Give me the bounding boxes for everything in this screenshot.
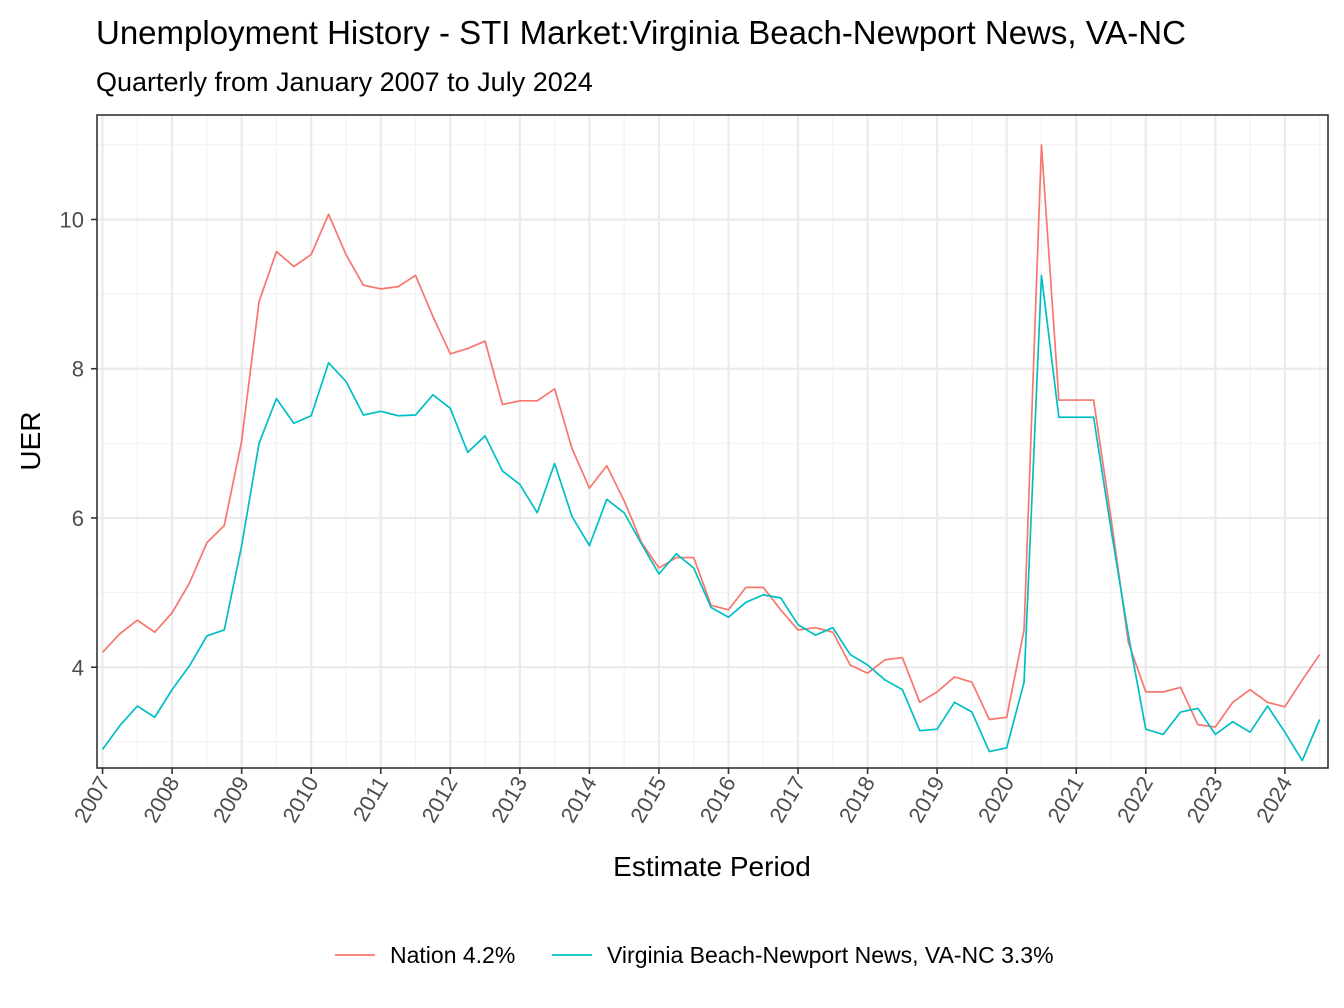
legend-label-virginia-beach: Virginia Beach-Newport News, VA-NC 3.3% (607, 942, 1054, 968)
x-tick-label: 2023 (1182, 772, 1228, 827)
x-axis: 2007 2008 2009 2010 2011 2012 2013 2014 2015 2016… (69, 768, 1297, 827)
x-tick-label: 2015 (625, 772, 671, 827)
x-tick-label: 2022 (1112, 772, 1158, 827)
series-line-nation (101, 144, 1321, 728)
x-tick-label: 2014 (556, 772, 602, 827)
x-tick-label: 2024 (1251, 772, 1297, 827)
x-tick-label: 2013 (486, 772, 532, 827)
x-tick-label: 2016 (695, 772, 741, 827)
chart-title: Unemployment History - STI Market:Virgin… (96, 14, 1186, 51)
x-tick-label: 2007 (69, 772, 115, 827)
x-axis-title: Estimate Period (613, 851, 811, 882)
y-axis: 4 6 8 10 (60, 207, 97, 680)
x-tick-label: 2019 (903, 772, 949, 827)
y-tick-label: 4 (72, 655, 84, 680)
y-axis-title: UER (15, 411, 46, 470)
x-tick-label: 2017 (764, 772, 810, 827)
legend: Nation 4.2% Virginia Beach-Newport News, … (335, 942, 1054, 968)
x-tick-label: 2012 (417, 772, 463, 827)
y-tick-label: 6 (72, 506, 84, 531)
x-tick-label: 2011 (348, 772, 393, 825)
series-line-virginia-beach (101, 274, 1321, 762)
x-tick-label: 2021 (1042, 772, 1088, 827)
y-tick-label: 10 (60, 207, 84, 232)
y-tick-label: 8 (72, 357, 84, 382)
x-tick-label: 2008 (138, 772, 184, 827)
x-tick-label: 2020 (973, 772, 1019, 827)
x-tick-label: 2010 (277, 772, 323, 827)
panel-border (96, 114, 1329, 769)
grid-layer (97, 115, 1328, 768)
series-layer (101, 144, 1321, 762)
x-tick-label: 2009 (208, 772, 254, 827)
legend-label-nation: Nation 4.2% (390, 942, 515, 968)
chart-subtitle: Quarterly from January 2007 to July 2024 (96, 67, 593, 97)
x-tick-label: 2018 (834, 772, 880, 827)
